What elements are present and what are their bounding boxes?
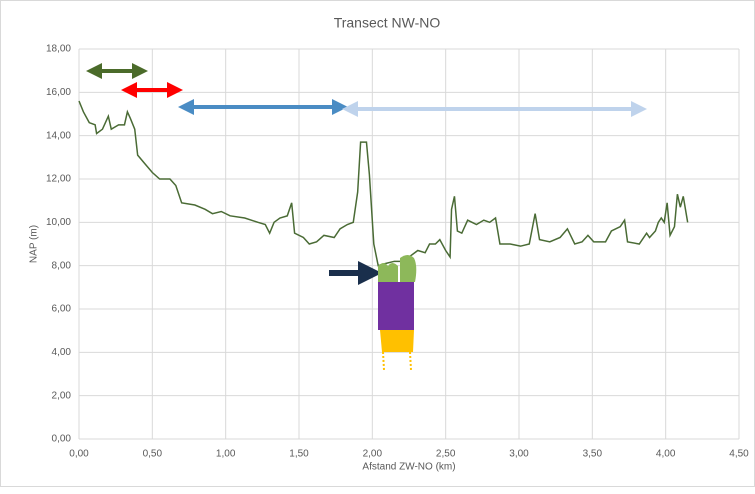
y-axis-label: NAP (m) — [29, 225, 40, 263]
dotted-edge — [382, 351, 385, 371]
y-tick-label: 4,00 — [52, 347, 72, 358]
y-tick-label: 12,00 — [46, 174, 71, 185]
dotted-edge — [409, 351, 412, 371]
data-line — [78, 100, 689, 267]
y-tick-label: 14,00 — [46, 130, 71, 141]
x-tick-label: 3,50 — [583, 449, 603, 460]
x-tick-label: 2,00 — [363, 449, 383, 460]
chart-title: Transect NW-NO — [334, 15, 441, 31]
x-tick-label: 4,50 — [729, 449, 749, 460]
layer-yellow — [380, 330, 414, 352]
x-tick-label: 0,00 — [69, 449, 89, 460]
y-tick-label: 16,00 — [46, 87, 71, 98]
y-tick-label: 8,00 — [52, 260, 72, 271]
marks — [78, 100, 689, 267]
y-tick-label: 6,00 — [52, 304, 72, 315]
y-tick-label: 18,00 — [46, 44, 71, 55]
layer-green — [400, 255, 417, 282]
y-tick-label: 10,00 — [46, 217, 71, 228]
x-tick-label: 4,00 — [656, 449, 676, 460]
y-tick-label: 0,00 — [52, 434, 72, 445]
annotations — [86, 63, 647, 371]
y-tick-label: 2,00 — [52, 390, 72, 401]
x-tick-label: 2,50 — [436, 449, 456, 460]
x-tick-label: 0,50 — [143, 449, 163, 460]
layer-green — [378, 263, 398, 282]
x-tick-label: 1,50 — [289, 449, 309, 460]
x-tick-label: 1,00 — [216, 449, 236, 460]
layer-purple — [378, 282, 414, 330]
x-axis-label: Afstand ZW-NO (km) — [362, 462, 455, 473]
x-tick-label: 3,00 — [509, 449, 529, 460]
